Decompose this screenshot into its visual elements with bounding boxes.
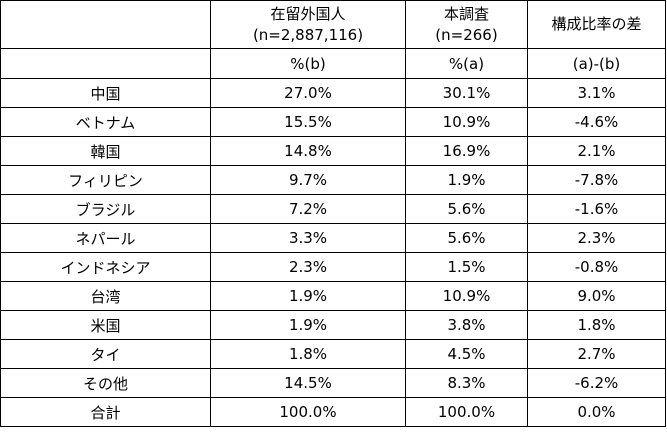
country-cell: ベトナム — [0, 107, 211, 137]
survey-pct-cell: 5.6% — [405, 223, 528, 253]
difference-cell: 1.8% — [527, 310, 666, 340]
difference-cell: 2.7% — [527, 339, 666, 369]
difference-cell: -1.6% — [527, 194, 666, 224]
header-this-survey: 本調査 (n=266) — [405, 0, 528, 49]
difference-cell: 2.1% — [527, 136, 666, 166]
table-row: ベトナム 15.5% 10.9% -4.6% — [0, 107, 666, 137]
survey-pct-cell: 30.1% — [405, 78, 528, 108]
foreign-residents-pct-cell: 14.8% — [210, 136, 406, 166]
country-cell: その他 — [0, 368, 211, 398]
header-empty-cell — [0, 0, 211, 49]
survey-pct-cell: 4.5% — [405, 339, 528, 369]
country-cell: 合計 — [0, 397, 211, 427]
table-row: 台湾 1.9% 10.9% 9.0% — [0, 281, 666, 311]
header-foreign-residents-n: (n=2,887,116) — [252, 25, 364, 44]
table-row: その他 14.5% 8.3% -6.2% — [0, 368, 666, 398]
unit-diff: (a)-(b) — [527, 48, 666, 79]
table-row: タイ 1.8% 4.5% 2.7% — [0, 339, 666, 369]
comparison-table: 在留外国人 (n=2,887,116) 本調査 (n=266) 構成比率の差 %… — [0, 0, 666, 427]
table-row: ネパール 3.3% 5.6% 2.3% — [0, 223, 666, 253]
foreign-residents-pct-cell: 15.5% — [210, 107, 406, 137]
table-row: 韓国 14.8% 16.9% 2.1% — [0, 136, 666, 166]
difference-cell: 0.0% — [527, 397, 666, 427]
difference-cell: -6.2% — [527, 368, 666, 398]
survey-pct-cell: 10.9% — [405, 107, 528, 137]
country-cell: ブラジル — [0, 194, 211, 224]
foreign-residents-pct-cell: 3.3% — [210, 223, 406, 253]
foreign-residents-pct-cell: 100.0% — [210, 397, 406, 427]
difference-cell: -7.8% — [527, 165, 666, 195]
header-foreign-residents: 在留外国人 (n=2,887,116) — [210, 0, 406, 49]
country-cell: インドネシア — [0, 252, 211, 282]
foreign-residents-pct-cell: 14.5% — [210, 368, 406, 398]
difference-cell: -0.8% — [527, 252, 666, 282]
country-cell: 台湾 — [0, 281, 211, 311]
foreign-residents-pct-cell: 9.7% — [210, 165, 406, 195]
header-this-survey-title: 本調査 — [443, 4, 489, 23]
difference-cell: 3.1% — [527, 78, 666, 108]
difference-cell: 9.0% — [527, 281, 666, 311]
table-row: ブラジル 7.2% 5.6% -1.6% — [0, 194, 666, 224]
unit-empty-cell — [0, 48, 211, 79]
survey-pct-cell: 16.9% — [405, 136, 528, 166]
table-row: 米国 1.9% 3.8% 1.8% — [0, 310, 666, 340]
foreign-residents-pct-cell: 1.8% — [210, 339, 406, 369]
survey-pct-cell: 1.5% — [405, 252, 528, 282]
survey-pct-cell: 10.9% — [405, 281, 528, 311]
header-foreign-residents-title: 在留外国人 — [270, 4, 346, 23]
table-row: フィリピン 9.7% 1.9% -7.8% — [0, 165, 666, 195]
survey-pct-cell: 100.0% — [405, 397, 528, 427]
unit-b: %(b) — [210, 48, 406, 79]
country-cell: タイ — [0, 339, 211, 369]
table-row: 中国 27.0% 30.1% 3.1% — [0, 78, 666, 108]
table-row: 合計 100.0% 100.0% 0.0% — [0, 397, 666, 427]
foreign-residents-pct-cell: 27.0% — [210, 78, 406, 108]
country-cell: フィリピン — [0, 165, 211, 195]
country-cell: 米国 — [0, 310, 211, 340]
table-row: インドネシア 2.3% 1.5% -0.8% — [0, 252, 666, 282]
header-this-survey-n: (n=266) — [435, 25, 498, 44]
foreign-residents-pct-cell: 7.2% — [210, 194, 406, 224]
survey-pct-cell: 8.3% — [405, 368, 528, 398]
header-ratio-difference: 構成比率の差 — [527, 0, 666, 49]
difference-cell: 2.3% — [527, 223, 666, 253]
foreign-residents-pct-cell: 2.3% — [210, 252, 406, 282]
difference-cell: -4.6% — [527, 107, 666, 137]
unit-row: %(b) %(a) (a)-(b) — [0, 48, 666, 79]
country-cell: ネパール — [0, 223, 211, 253]
survey-pct-cell: 5.6% — [405, 194, 528, 224]
foreign-residents-pct-cell: 1.9% — [210, 281, 406, 311]
foreign-residents-pct-cell: 1.9% — [210, 310, 406, 340]
country-cell: 中国 — [0, 78, 211, 108]
survey-pct-cell: 1.9% — [405, 165, 528, 195]
header-row: 在留外国人 (n=2,887,116) 本調査 (n=266) 構成比率の差 — [0, 0, 666, 49]
survey-pct-cell: 3.8% — [405, 310, 528, 340]
country-cell: 韓国 — [0, 136, 211, 166]
unit-a: %(a) — [405, 48, 528, 79]
